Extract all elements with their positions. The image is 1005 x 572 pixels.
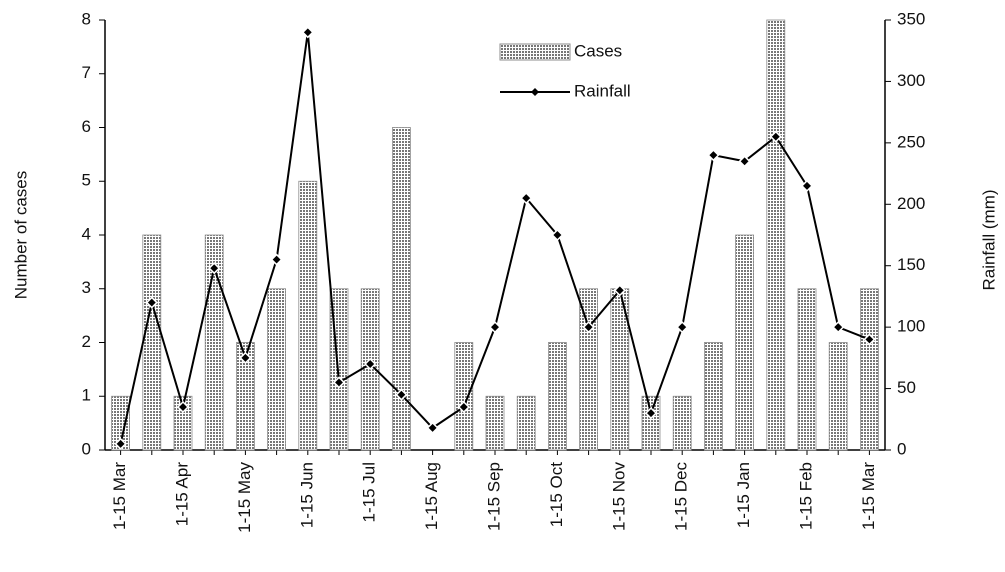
rainfall-marker	[738, 155, 751, 168]
bar	[298, 180, 318, 451]
bar	[672, 395, 692, 451]
y2-tick-label: 350	[897, 9, 925, 28]
rainfall-marker	[832, 321, 845, 334]
rainfall-marker	[332, 376, 346, 389]
y-tick-label: 5	[82, 171, 91, 190]
x-tick-label: 1-15 Jul	[360, 462, 379, 522]
bar	[860, 288, 879, 451]
bar	[735, 234, 754, 451]
rainfall-marker	[707, 149, 720, 162]
rainfall-marker	[551, 228, 564, 242]
y2-tick-label: 50	[897, 378, 916, 397]
rainfall-marker	[145, 296, 158, 309]
rainfall-marker	[426, 421, 439, 434]
rainfall-marker	[863, 333, 876, 346]
rainfall-marker	[395, 388, 408, 401]
x-tick-label: 1-15 May	[235, 462, 254, 533]
rainfall-marker	[239, 351, 252, 364]
rainfall-marker	[114, 437, 127, 450]
legend-marker	[531, 88, 539, 96]
legend-swatch	[499, 43, 571, 61]
bar	[641, 395, 661, 451]
rainfall-marker	[582, 321, 595, 334]
rainfall-marker	[644, 407, 658, 420]
rainfall-marker	[176, 400, 190, 414]
x-tick-label: 1-15 Aug	[422, 462, 441, 530]
rainfall-marker	[488, 321, 502, 334]
bar	[516, 395, 536, 451]
rainfall-marker	[457, 400, 470, 414]
y2-tick-label: 250	[897, 132, 925, 151]
bar	[111, 395, 130, 451]
legend-label: Cases	[574, 41, 622, 60]
y-tick-label: 7	[82, 63, 91, 82]
x-tick-label: 1-15 Feb	[796, 462, 815, 530]
bar	[235, 342, 255, 451]
y2-tick-label: 150	[897, 255, 925, 274]
x-tick-label: 1-15 Dec	[672, 462, 691, 531]
rainfall-marker	[613, 284, 626, 297]
rainfall-marker	[301, 26, 314, 39]
x-tick-label: 1-15 Apr	[172, 462, 191, 527]
x-tick-label: 1-15 Mar	[859, 462, 878, 530]
y-tick-label: 2	[82, 332, 91, 351]
bar	[485, 395, 505, 451]
rainfall-marker	[769, 130, 782, 143]
bar	[391, 127, 411, 451]
bar	[797, 288, 817, 451]
rainfall-marker	[364, 357, 377, 371]
bar	[267, 288, 287, 451]
y-tick-label: 4	[82, 224, 91, 243]
bar	[142, 234, 162, 451]
bar	[548, 342, 567, 451]
bar	[828, 342, 848, 451]
legend-label: Rainfall	[574, 81, 631, 100]
y2-tick-label: 200	[897, 194, 925, 213]
x-tick-label: 1-15 Sep	[484, 462, 503, 531]
x-tick-label: 1-15 Oct	[547, 462, 566, 527]
y-tick-label: 6	[82, 117, 91, 136]
y-tick-label: 8	[82, 9, 91, 28]
rainfall-marker	[676, 321, 689, 334]
y-tick-label: 0	[82, 439, 91, 458]
y-tick-label: 3	[82, 278, 91, 297]
rainfall-marker	[800, 179, 814, 192]
y2-tick-label: 100	[897, 317, 925, 336]
rainfall-marker	[208, 262, 221, 275]
x-tick-label: 1-15 Nov	[609, 462, 628, 531]
rainfall-marker	[520, 192, 533, 205]
x-tick-label: 1-15 Jan	[734, 462, 753, 528]
bar	[579, 288, 598, 451]
bar	[173, 395, 193, 451]
y2-axis-title: Rainfall (mm)	[979, 189, 998, 290]
rainfall-line	[119, 32, 870, 445]
bar	[704, 342, 723, 451]
x-tick-label: 1-15 Mar	[110, 462, 129, 530]
rainfall-marker	[270, 253, 283, 266]
y2-tick-label: 0	[897, 439, 906, 458]
y2-tick-label: 300	[897, 71, 925, 90]
y-tick-label: 1	[82, 386, 91, 405]
bar	[766, 19, 786, 451]
y-axis-title: Number of cases	[11, 171, 30, 300]
x-tick-label: 1-15 Jun	[297, 462, 316, 528]
bar	[454, 342, 474, 451]
